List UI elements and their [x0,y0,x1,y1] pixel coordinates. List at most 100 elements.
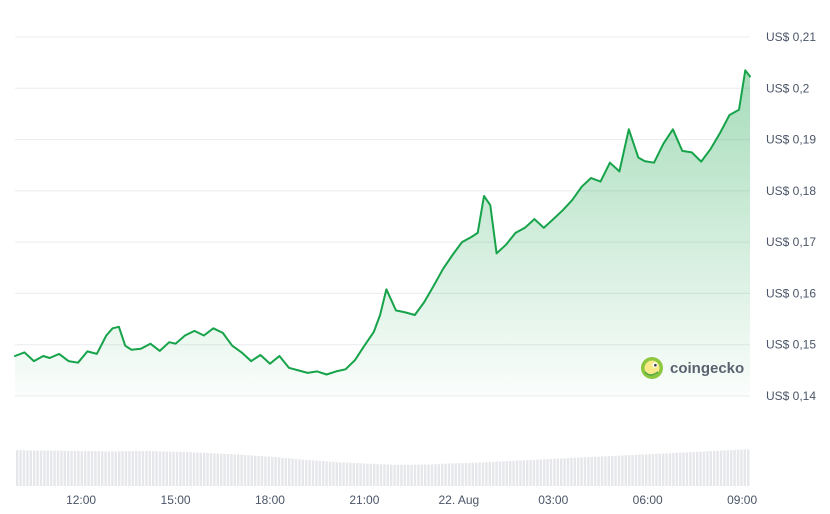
volume-bar [628,455,631,486]
volume-bar [77,451,80,486]
volume-bar [33,450,36,486]
volume-bar [284,458,287,486]
volume-bar [220,453,223,486]
volume-bar [277,457,281,486]
volume-bar [478,462,481,486]
volume-bar [458,463,461,486]
volume-bar [369,463,372,486]
volume-bar [699,451,702,486]
volume-bar [145,451,148,486]
volume-bar [141,451,145,486]
volume-bar [223,453,226,486]
volume-bar [648,454,651,486]
volume-bar [213,453,216,486]
volume-bar [437,463,440,486]
y-tick-label: US$ 0,21 [766,30,816,44]
volume-bar [631,454,634,486]
volume-bar [192,452,196,486]
volume-bar [747,449,750,486]
volume-bars [16,449,750,486]
volume-bar [50,450,53,486]
volume-bar [322,461,325,486]
volume-bar [22,450,26,486]
gecko-logo-icon [641,357,663,379]
volume-bar [679,452,682,486]
volume-bar [318,460,321,486]
volume-bar [563,458,566,486]
x-tick-label: 06:00 [633,493,663,507]
volume-bar [492,461,495,486]
volume-bar [580,457,583,486]
volume-bar [43,450,46,486]
volume-bar [356,463,359,486]
volume-bar [53,450,56,486]
y-tick-label: US$ 0,18 [766,184,816,198]
volume-bar [638,454,641,486]
volume-bar [226,454,230,486]
volume-bar [743,449,746,486]
x-axis-ticks: 12:00 15:00 18:00 21:00 22. Aug 03:00 06:00 09:… [66,493,757,507]
volume-bar [413,464,417,486]
volume-bar [206,453,209,486]
x-tick-label: 12:00 [66,493,96,507]
volume-bar [403,464,406,486]
volume-bar [447,463,451,486]
volume-bar [36,450,39,486]
volume-bar [733,450,736,486]
volume-bar [298,459,301,486]
volume-bar [587,457,590,486]
volume-bar [254,455,257,486]
volume-bar [441,463,444,486]
volume-bar [624,455,627,486]
volume-bar [597,456,600,486]
volume-bar [515,460,519,486]
volume-bar [396,464,400,486]
volume-bar [427,464,430,486]
volume-bar [400,464,403,486]
y-tick-label: US$ 0,19 [766,133,816,147]
volume-bar [169,451,172,486]
volume-bar [709,451,712,486]
volume-bar [349,462,352,486]
volume-bar [291,458,294,486]
volume-bar [203,452,206,486]
volume-bar [570,457,573,486]
volume-bar [505,461,508,486]
volume-bar [546,459,549,486]
volume-bar [294,459,298,486]
volume-bar [430,464,434,486]
x-tick-label: 15:00 [161,493,191,507]
volume-bar [740,449,743,486]
volume-bar [107,451,111,486]
volume-bar [342,462,345,486]
y-tick-label: US$ 0,14 [766,389,816,403]
volume-bar [111,451,114,486]
volume-bar [641,454,644,486]
volume-bar [29,450,32,486]
volume-bar [80,451,83,486]
volume-bar [692,452,695,486]
volume-bar [689,452,692,486]
volume-bar [138,451,141,486]
volume-bar [454,463,457,486]
volume-bar [583,457,587,486]
volume-bar [271,456,274,486]
volume-bar [152,451,155,486]
volume-bar [662,453,665,486]
x-tick-label: 18:00 [255,493,285,507]
volume-bar [719,450,723,486]
volume-bar [90,451,94,486]
volume-bar [573,457,576,486]
volume-bar [539,459,542,486]
volume-bar [488,461,491,486]
volume-bar [182,451,185,486]
volume-bar [526,460,529,486]
volume-bar [668,453,672,486]
volume-bar [124,451,128,486]
volume-bar [407,464,410,486]
volume-bar [379,464,383,486]
volume-bar [70,451,73,486]
grid-lines [15,36,750,397]
volume-bar [101,451,104,486]
